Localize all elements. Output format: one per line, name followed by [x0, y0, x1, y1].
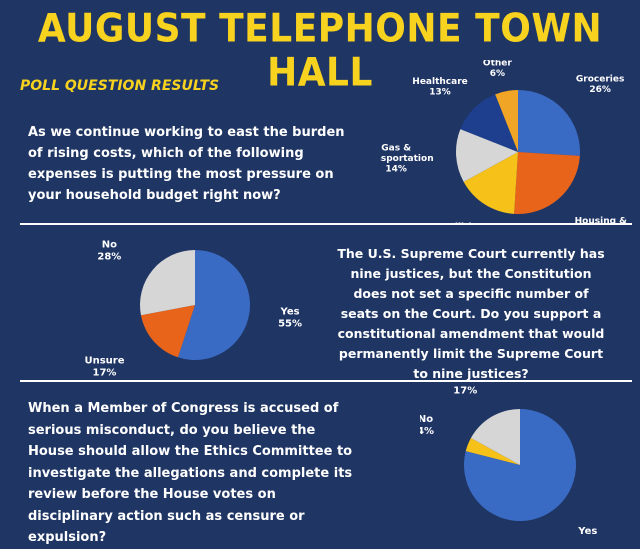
pie-slice-housing-insurance [514, 152, 580, 214]
pie-label-yes: Yes 55% [278, 307, 302, 330]
pie-slice-groceries [518, 90, 580, 156]
pie-label-housing-insurance: Housing &Insurance25% [575, 217, 628, 225]
pie-label-no: No 28% [97, 240, 121, 263]
pie-slice-other [495, 90, 518, 152]
pie-slice-yes [178, 250, 251, 360]
page-subtitle: POLL QUESTION RESULTS [20, 78, 220, 94]
question-2-text: The U.S. Supreme Court currently has nin… [337, 246, 605, 381]
pie-chart-supreme-court: Yes 55% Unsure 17% No 28% [84, 240, 302, 378]
pie-label-groceries: Groceries 26% [576, 75, 624, 96]
pie-label-healthcare: Healthcare 13% [412, 77, 467, 98]
pie-slice-unsure [140, 305, 195, 358]
pie-label-yes: Yes79% [576, 526, 600, 537]
pie-slice-no [140, 250, 195, 316]
question-3-text: When a Member of Congress is accused of … [28, 401, 353, 545]
pie-slice-gas-transportation [456, 129, 518, 182]
pie-slice-no [465, 438, 520, 465]
pie-label-other: Other 6% [483, 60, 512, 79]
pie-label-utilities: Utilities16% [443, 222, 483, 225]
section-divider [20, 380, 632, 382]
question-1-text: As we continue working to east the burde… [28, 125, 345, 203]
pie-slice-utilities [463, 152, 518, 214]
section-divider [20, 223, 632, 225]
pie-label-no: No 4% [420, 414, 434, 437]
pie-slice-unsure [470, 409, 520, 465]
pie-label-gas-transportation: Gas &Transportation14% [380, 143, 434, 174]
page-title: AUGUST TELEPHONE TOWN HALL [37, 6, 603, 96]
pie-slice-healthcare [460, 94, 518, 152]
